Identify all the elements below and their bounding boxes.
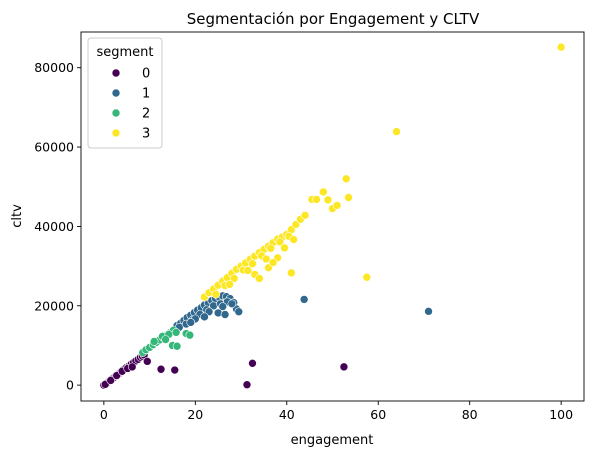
data-point-segment-3 <box>556 42 566 52</box>
data-point-segment-3 <box>323 195 333 205</box>
data-point-segment-3 <box>275 237 285 247</box>
y-axis-label: cltv <box>10 204 25 228</box>
data-point-segment-3 <box>362 272 372 282</box>
data-point-segment-3 <box>392 127 401 136</box>
x-tick-label: 80 <box>462 407 478 422</box>
data-point-segment-0 <box>339 362 349 372</box>
data-point-segment-1 <box>200 312 209 322</box>
data-point-segment-2 <box>149 337 159 346</box>
x-tick-label: 0 <box>100 407 108 422</box>
chart-title: Segmentación por Engagement y CLTV <box>187 10 480 28</box>
data-point-segment-3 <box>211 289 221 299</box>
data-point-segment-0 <box>156 364 166 374</box>
data-point-segment-1 <box>299 295 309 304</box>
data-point-segment-3 <box>255 274 264 283</box>
data-point-segment-1 <box>220 310 230 319</box>
x-tick-label: 40 <box>279 407 295 422</box>
y-tick-label: 80000 <box>34 60 74 75</box>
data-point-segment-1 <box>218 302 228 311</box>
data-point-segment-3 <box>319 187 328 197</box>
legend-marker-segment-1 <box>111 88 121 98</box>
x-tick-label: 60 <box>370 407 386 422</box>
data-point-segment-1 <box>234 307 244 317</box>
data-point-segment-3 <box>266 243 276 253</box>
data-point-segment-3 <box>225 280 234 289</box>
data-point-segment-3 <box>344 193 353 202</box>
legend-label-segment-1: 1 <box>142 87 150 102</box>
x-axis-label: engagement <box>291 433 374 448</box>
data-point-segment-2 <box>185 330 195 340</box>
data-point-segment-3 <box>280 243 289 253</box>
data-point-segment-3 <box>261 254 271 264</box>
data-point-segment-0 <box>248 359 257 368</box>
data-point-segment-1 <box>424 307 433 316</box>
y-tick-label: 0 <box>66 378 74 393</box>
data-point-segment-2 <box>171 328 181 337</box>
data-point-segment-0 <box>242 380 252 390</box>
y-tick-label: 60000 <box>34 140 74 155</box>
x-tick-label: 100 <box>549 407 573 422</box>
legend: segment 0 1 2 3 <box>87 37 163 149</box>
data-point-segment-1 <box>227 299 237 309</box>
data-point-segment-3 <box>312 195 321 204</box>
legend-marker-segment-2 <box>111 108 121 118</box>
legend-label-segment-3: 3 <box>142 127 150 142</box>
x-tick-label: 20 <box>187 407 203 422</box>
data-points <box>99 42 566 390</box>
data-point-segment-3 <box>341 174 351 184</box>
data-point-segment-0 <box>170 365 180 375</box>
data-point-segment-3 <box>268 258 278 267</box>
data-point-segment-3 <box>287 268 296 278</box>
data-point-segment-0 <box>106 376 116 385</box>
legend-label-segment-2: 2 <box>142 107 150 122</box>
legend-marker-segment-0 <box>111 68 121 78</box>
data-point-segment-3 <box>229 274 239 283</box>
data-point-segment-3 <box>332 201 342 210</box>
data-point-segment-3 <box>300 211 310 220</box>
legend-label-segment-0: 0 <box>142 67 150 82</box>
data-point-segment-0 <box>143 357 152 366</box>
legend-marker-segment-3 <box>111 128 121 138</box>
y-tick-label: 20000 <box>34 298 74 313</box>
data-point-segment-2 <box>161 335 170 344</box>
data-point-segment-3 <box>243 266 253 275</box>
legend-title: segment <box>96 45 153 60</box>
data-point-segment-3 <box>248 259 257 269</box>
y-tick-label: 40000 <box>34 219 74 234</box>
data-point-segment-3 <box>289 235 298 244</box>
data-point-segment-2 <box>172 341 182 351</box>
legend-box <box>87 37 163 149</box>
data-point-segment-0 <box>127 362 137 372</box>
data-point-segment-1 <box>186 318 196 327</box>
plot-frame <box>80 31 585 402</box>
